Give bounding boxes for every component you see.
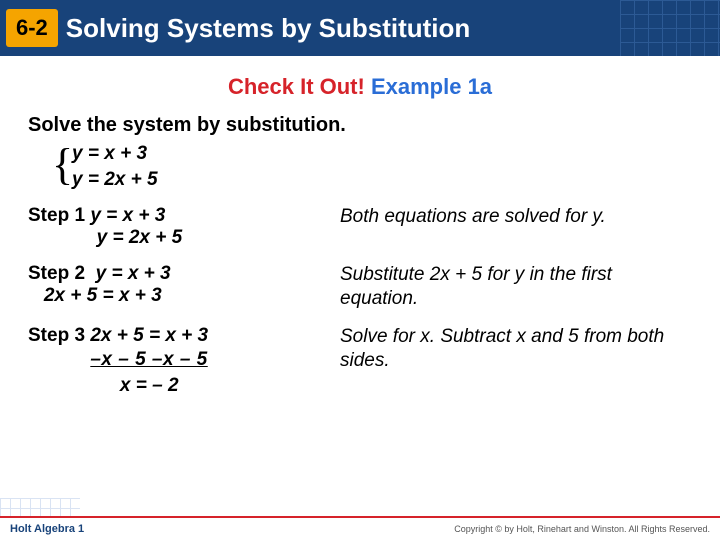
- step2-math1: y = x + 3: [96, 263, 171, 284]
- section-number-badge: 6-2: [6, 9, 58, 47]
- step2-math2: 2x + 5 = x + 3: [44, 285, 162, 306]
- instruction-text: Solve the system by substitution.: [28, 114, 692, 137]
- step-label: Step 2: [28, 263, 85, 284]
- subtitle-red: Check It Out!: [228, 74, 365, 99]
- step2-explanation: Substitute 2x + 5 for y in the first equ…: [328, 263, 692, 311]
- step-label: Step 1: [28, 205, 85, 226]
- step3-left: Step 3 2x + 5 = x + 3 –x – 5 –x – 5 x = …: [28, 325, 328, 397]
- footer-copyright: Copyright © by Holt, Rinehart and Winsto…: [454, 524, 710, 534]
- header-grid-decoration: [620, 0, 720, 56]
- step3-math-block: 2x + 5 = x + 3 –x – 5 –x – 5 x = – 2: [90, 325, 208, 397]
- step1-explanation: Both equations are solved for y.: [328, 205, 692, 229]
- footer-left-text: Holt Algebra 1: [10, 523, 84, 535]
- steps-container: Step 1 y = x + 3 y = 2x + 5 Both equatio…: [28, 205, 692, 397]
- brace-icon: {: [52, 143, 73, 187]
- step-row: Step 1 y = x + 3 y = 2x + 5 Both equatio…: [28, 205, 692, 249]
- footer-bar: Holt Algebra 1 Copyright © by Holt, Rine…: [0, 516, 720, 540]
- header-bar: 6-2 Solving Systems by Substitution: [0, 0, 720, 56]
- step3-explanation: Solve for x. Subtract x and 5 from both …: [328, 325, 692, 373]
- footer-grid-decoration: [0, 498, 80, 516]
- subtitle: Check It Out! Example 1a: [0, 74, 720, 100]
- equation-system: { y = x + 3 y = 2x + 5: [28, 141, 692, 193]
- step3-line3: x = – 2: [90, 375, 208, 397]
- step3-line1: 2x + 5 = x + 3: [90, 325, 208, 347]
- step-label: Step 3: [28, 325, 85, 346]
- subtitle-blue: Example 1a: [371, 74, 492, 99]
- step-row: Step 2 y = x + 3 2x + 5 = x + 3 Substitu…: [28, 263, 692, 311]
- step-row: Step 3 2x + 5 = x + 3 –x – 5 –x – 5 x = …: [28, 325, 692, 397]
- step1-math2: y = 2x + 5: [97, 227, 183, 248]
- system-eq1: y = x + 3: [72, 141, 692, 167]
- step2-left: Step 2 y = x + 3 2x + 5 = x + 3: [28, 263, 328, 307]
- system-eq2: y = 2x + 5: [72, 167, 692, 193]
- step3-line2: –x – 5 –x – 5: [90, 349, 208, 371]
- content-area: Solve the system by substitution. { y = …: [0, 100, 720, 397]
- step1-math1: y = x + 3: [90, 205, 165, 226]
- header-title: Solving Systems by Substitution: [66, 13, 471, 44]
- step1-left: Step 1 y = x + 3 y = 2x + 5: [28, 205, 328, 249]
